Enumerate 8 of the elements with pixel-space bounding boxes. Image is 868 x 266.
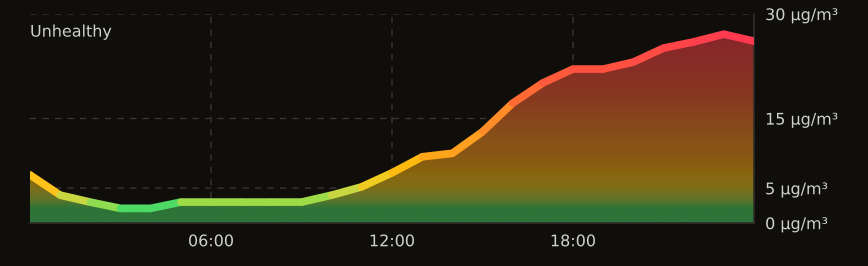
y-tick-label: 30 µg/m³ <box>766 8 838 24</box>
y-tick-label: 0 µg/m³ <box>766 217 828 232</box>
x-tick-label: 18:00 <box>552 234 595 246</box>
annotation: Unhealthy <box>31 24 112 40</box>
x-tick-label: 12:00 <box>370 234 414 246</box>
y-tick-label: 5 µg/m³ <box>766 182 828 198</box>
x-tick-label: 06:00 <box>189 234 233 246</box>
y-tick-label: 15 µg/m³ <box>766 112 838 128</box>
